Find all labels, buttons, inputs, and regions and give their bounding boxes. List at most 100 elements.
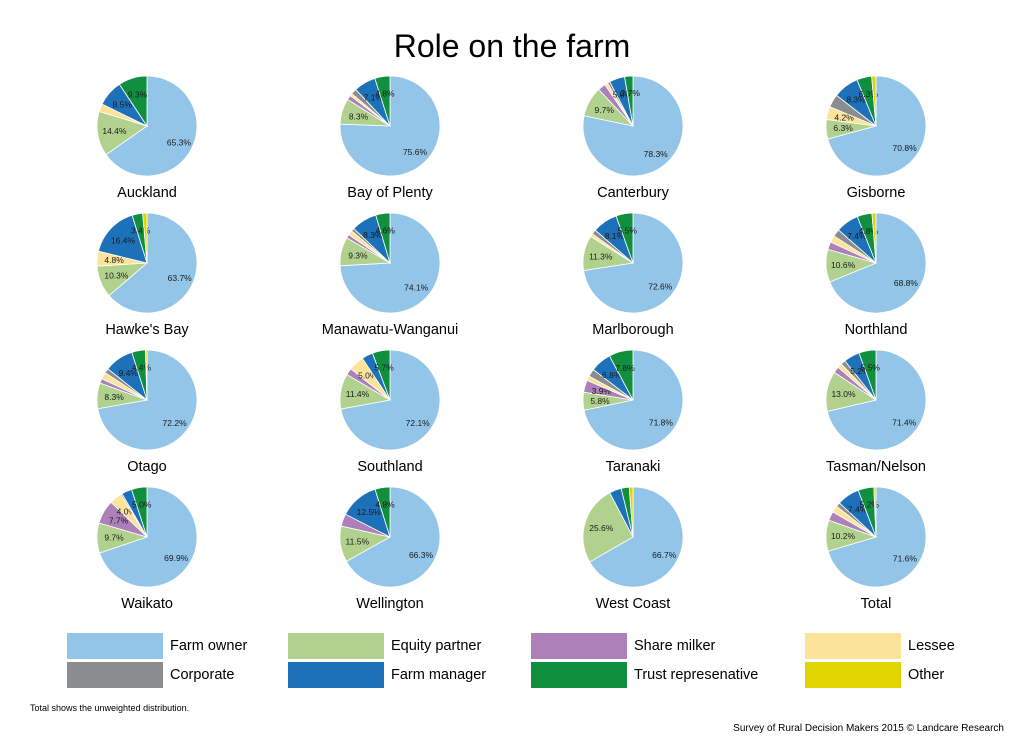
pie-slice-trust-represenative: [374, 486, 391, 538]
pie-slice-other: [628, 486, 634, 538]
pie-otago: 72.2% 8.3% 9.4%4.4% Otago: [96, 349, 198, 475]
slice-data-label: 70.8%: [893, 143, 918, 153]
slice-data-label: 7.7%: [109, 515, 129, 525]
pie-slice-farm-owner: [99, 486, 198, 588]
slice-data-label: 9.3%: [348, 250, 368, 260]
slice-data-label: 2.7%: [621, 88, 641, 98]
pie-total: 71.6% 10.2% 7.4%5.2% Total: [825, 486, 927, 612]
slice-data-label: 8.3%: [349, 111, 369, 121]
pie-tasman-nelson: 71.4% 13.0% 5.2%5.5% Tasman/Nelson: [825, 349, 927, 475]
slice-data-label: 9.7%: [104, 533, 124, 543]
pie-bay-of-plenty: 75.6% 8.3% 7.1%4.8% Bay of Plenty: [339, 75, 441, 201]
pie-region-label: Auckland: [117, 185, 177, 201]
slice-data-label: 12.5%: [357, 507, 382, 517]
pie-slice-farm-owner: [105, 75, 198, 177]
pie-region-label: Tasman/Nelson: [826, 459, 926, 475]
pie-region-label: Hawke's Bay: [105, 322, 189, 338]
slice-data-label: 4.2%: [834, 112, 854, 122]
slice-data-label: 7.1%: [364, 93, 384, 103]
pie-region-label: Otago: [127, 459, 167, 475]
slice-data-label: 8.1%: [605, 231, 625, 241]
slice-data-label: 4.0%: [117, 506, 137, 516]
pie-hawke-s-bay: 63.7% 10.3% 4.8% 16.4%3.4% Hawke's Bay: [96, 212, 198, 338]
pie-region-label: Taranaki: [606, 459, 661, 475]
pie-slice-trust-represenative: [608, 349, 634, 401]
slice-data-label: 10.6%: [831, 260, 856, 270]
slice-data-label: 4.8%: [104, 255, 124, 265]
slice-data-label: 65.3%: [167, 138, 192, 148]
pie-slice-farm-owner: [827, 75, 927, 177]
slice-data-label: 6.8%: [602, 370, 622, 380]
slice-data-label: 13.0%: [831, 389, 856, 399]
pie-region-label: Manawatu-Wanganui: [322, 322, 458, 338]
slice-data-label: 71.8%: [649, 418, 674, 428]
pie-slice-farm-manager: [97, 214, 148, 264]
slice-data-label: 8.3%: [363, 230, 383, 240]
slice-data-label: 75.6%: [403, 147, 428, 157]
slice-data-label: 4.4%: [132, 363, 152, 373]
slice-data-label: 8.3%: [846, 95, 866, 105]
slice-data-label: 10.2%: [831, 531, 856, 541]
slice-data-label: 9.4%: [119, 368, 139, 378]
pie-slice-other: [873, 486, 877, 538]
slice-data-label: 72.6%: [648, 282, 673, 292]
pie-slice-other: [871, 75, 877, 127]
pie-west-coast: 66.7% 25.6% West Coast: [582, 486, 684, 612]
pie-slice-trust-represenative: [374, 75, 391, 127]
pie-region-label: Southland: [357, 459, 422, 475]
slice-data-label: 5.2%: [850, 366, 870, 376]
pie-wellington: 66.3% 11.5% 12.5%4.8% Wellington: [339, 486, 441, 612]
pie-northland: 68.8% 10.6% 7.4%4.8% Northland: [825, 212, 927, 338]
slice-data-label: 63.7%: [168, 273, 193, 283]
slice-data-label: 25.6%: [589, 523, 614, 533]
slice-data-label: 5.2%: [860, 500, 880, 510]
pie-region-label: Northland: [845, 322, 908, 338]
slice-data-label: 5.0%: [613, 90, 633, 100]
pie-slice-other: [142, 212, 148, 264]
pie-slice-trust-represenative: [131, 486, 148, 538]
slice-data-label: 66.3%: [409, 550, 434, 560]
slice-data-label: 4.8%: [375, 88, 395, 98]
pie-slice-other: [145, 349, 148, 401]
slice-data-label: 7.8%: [615, 363, 635, 373]
pie-region-label: Bay of Plenty: [347, 185, 433, 201]
slice-data-label: 72.2%: [163, 418, 188, 428]
slice-data-label: 4.6%: [376, 225, 396, 235]
pie-slice-farm-owner: [345, 486, 441, 588]
footnote: Total shows the unweighted distribution.: [30, 703, 190, 713]
slice-data-label: 9.7%: [595, 105, 615, 115]
source-credit: Survey of Rural Decision Makers 2015 © L…: [733, 723, 1004, 734]
pie-marlborough: 72.6% 11.3% 8.1%5.5% Marlborough: [582, 212, 684, 338]
slice-data-label: 3.4%: [131, 226, 151, 236]
slice-data-label: 6.3%: [833, 123, 853, 133]
pie-region-label: Wellington: [356, 596, 423, 612]
slice-data-label: 6.3%: [859, 89, 879, 99]
pie-slice-trust-represenative: [371, 349, 391, 401]
pie-slice-farm-owner: [582, 75, 684, 177]
slice-data-label: 4.8%: [375, 499, 395, 509]
slice-data-label: 5.7%: [374, 363, 394, 373]
pie-region-label: Total: [861, 596, 892, 612]
slice-data-label: 5.8%: [590, 396, 610, 406]
slice-data-label: 66.7%: [652, 550, 677, 560]
pie-region-label: Marlborough: [592, 322, 673, 338]
pie-slice-farm-owner: [108, 212, 198, 314]
pie-region-label: Gisborne: [847, 185, 906, 201]
pie-slice-trust-represenative: [858, 349, 877, 401]
pie-slice-other: [871, 212, 877, 264]
pie-slice-trust-represenative: [624, 75, 634, 127]
slice-data-label: 4.8%: [859, 226, 879, 236]
slice-data-label: 5.5%: [861, 363, 881, 373]
pie-waikato: 69.9% 9.7% 7.7%4.0%5.0% Waikato: [96, 486, 198, 612]
slice-data-label: 7.4%: [848, 505, 868, 515]
slice-data-label: 14.4%: [102, 126, 127, 136]
pie-canterbury: 78.3% 9.7% 5.0%2.7% Canterbury: [582, 75, 684, 201]
pie-auckland: 65.3% 14.4% 8.5%9.3% Auckland: [96, 75, 198, 201]
slice-data-label: 71.4%: [892, 417, 917, 427]
pie-slice-trust-represenative: [375, 212, 391, 264]
chart-title: Role on the farm: [393, 28, 631, 64]
slice-data-label: 10.3%: [104, 270, 129, 280]
pie-region-label: Waikato: [121, 596, 173, 612]
slice-data-label: 78.3%: [644, 149, 669, 159]
